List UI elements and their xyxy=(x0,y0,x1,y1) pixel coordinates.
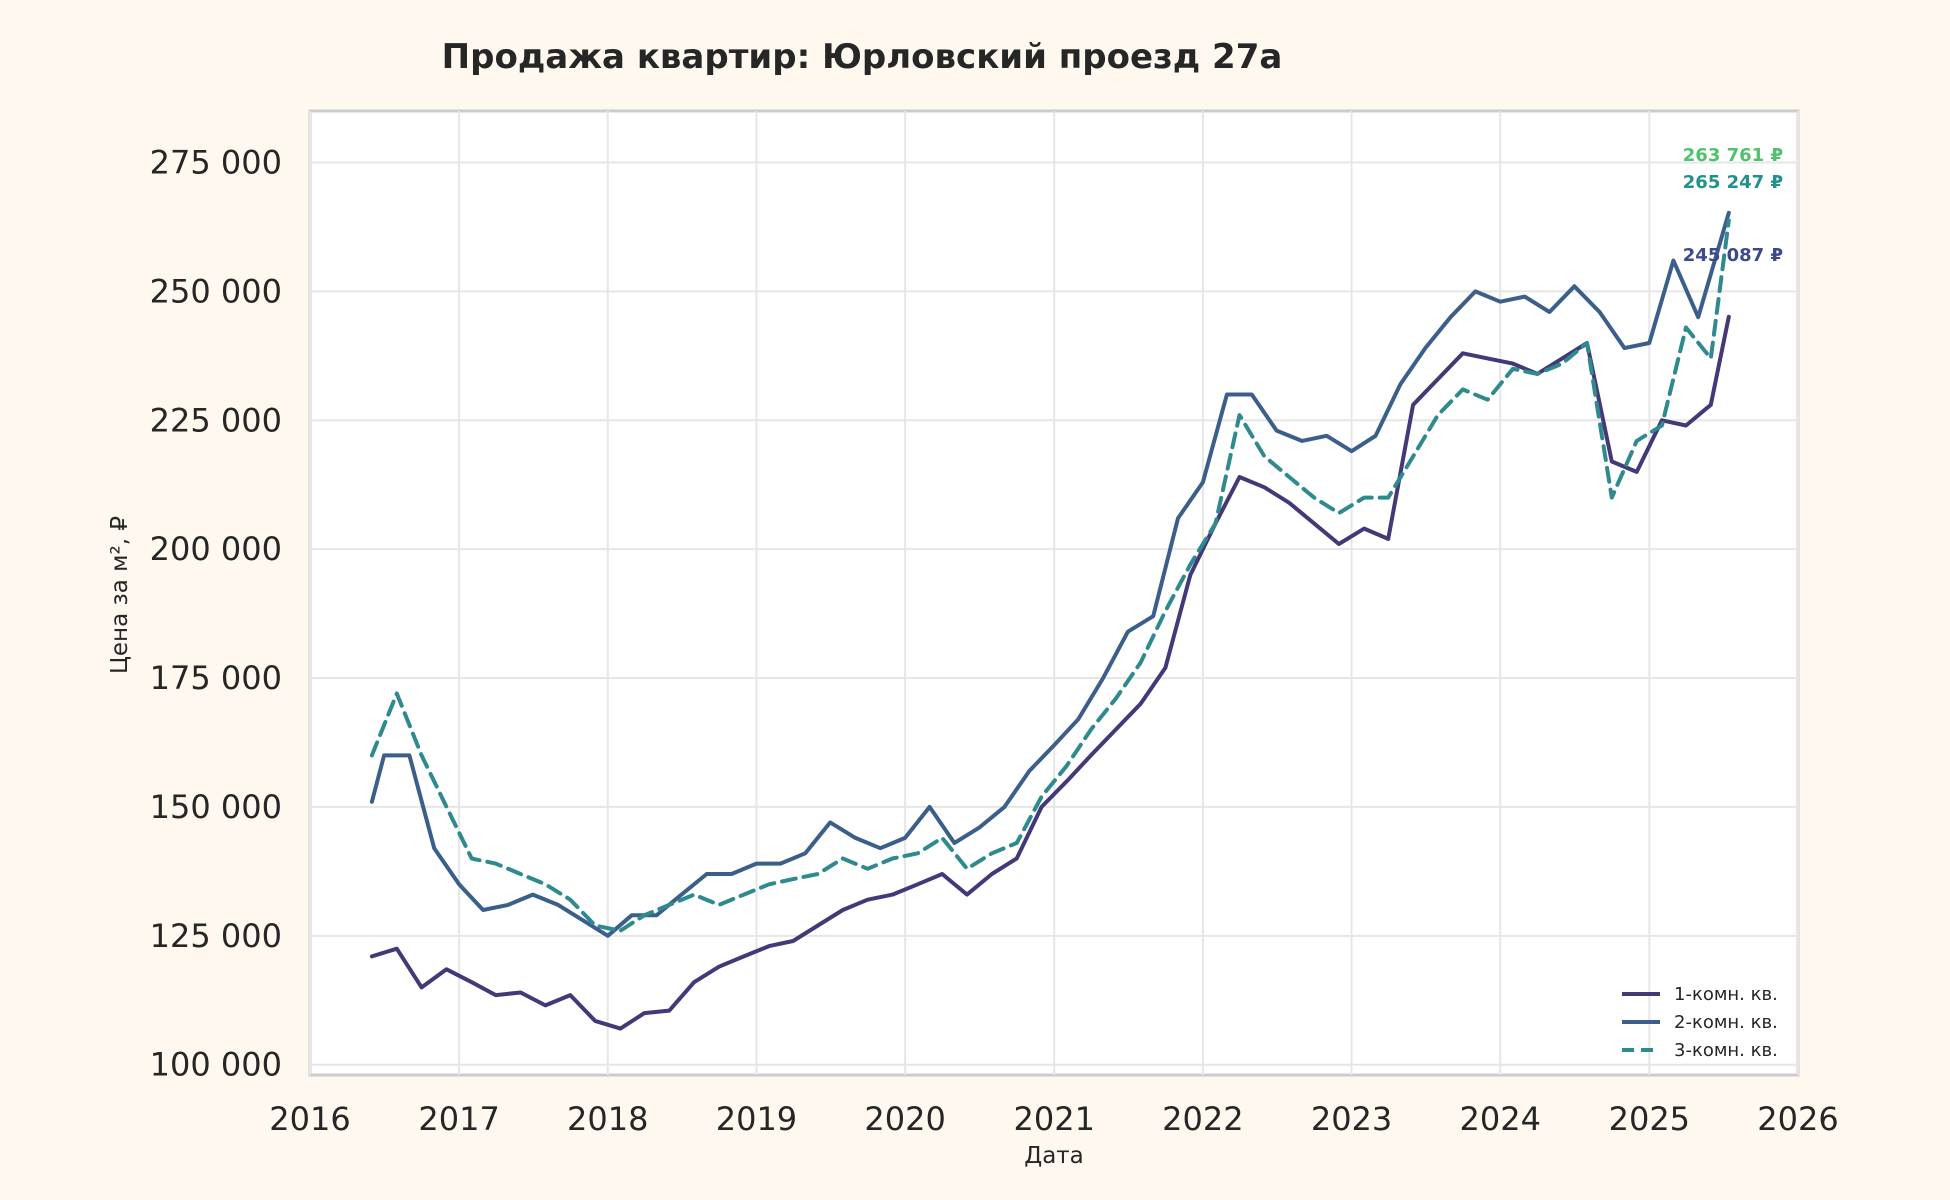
x-tick-label: 2026 xyxy=(1757,1100,1838,1138)
x-tick-label: 2019 xyxy=(716,1100,797,1138)
legend: 1-комн. кв. 2-комн. кв. 3-комн. кв. xyxy=(1622,984,1778,1061)
series-end-label: 263 761 ₽ xyxy=(1683,145,1783,166)
y-axis-ticks: 100 000 125 000 150 000 175 000 200 000 225 0… xyxy=(150,144,282,1084)
series-layer xyxy=(369,210,1731,1031)
x-axis-label: Дата xyxy=(1024,1143,1084,1169)
x-tick-label: 2018 xyxy=(567,1100,648,1138)
y-tick-label: 150 000 xyxy=(150,788,282,826)
x-tick-label: 2021 xyxy=(1013,1100,1094,1138)
series-line-1 xyxy=(369,314,1731,1031)
y-tick-label: 250 000 xyxy=(150,272,282,310)
end-labels: 263 761 ₽ 265 247 ₽ 245 087 ₽ xyxy=(1683,145,1783,266)
y-tick-label: 125 000 xyxy=(150,917,282,955)
x-tick-label: 2022 xyxy=(1162,1100,1243,1138)
chart-title: Продажа квартир: Юрловский проезд 27а xyxy=(442,37,1283,77)
x-axis-ticks: 2016 2017 2018 2019 2020 2021 2022 2023 2024 2025… xyxy=(269,1100,1838,1138)
series-end-label: 265 247 ₽ xyxy=(1683,172,1783,193)
y-tick-label: 225 000 xyxy=(150,401,282,439)
x-tick-label: 2024 xyxy=(1460,1100,1541,1138)
x-tick-label: 2025 xyxy=(1609,1100,1690,1138)
legend-label: 2-комн. кв. xyxy=(1674,1012,1778,1033)
x-tick-label: 2017 xyxy=(418,1100,499,1138)
y-axis-label: Цена за м², ₽ xyxy=(107,516,133,674)
y-tick-label: 200 000 xyxy=(150,530,282,568)
series-line-2 xyxy=(369,210,1731,938)
y-tick-label: 275 000 xyxy=(150,144,282,182)
legend-label: 3-комн. кв. xyxy=(1674,1040,1778,1061)
y-tick-label: 100 000 xyxy=(150,1046,282,1084)
series-line-3 xyxy=(369,218,1731,933)
legend-label: 1-комн. кв. xyxy=(1674,984,1778,1005)
y-tick-label: 175 000 xyxy=(150,659,282,697)
grid-lines xyxy=(309,111,1799,1075)
x-tick-label: 2020 xyxy=(864,1100,945,1138)
series-end-label: 245 087 ₽ xyxy=(1683,245,1783,266)
x-tick-label: 2023 xyxy=(1311,1100,1392,1138)
x-tick-label: 2016 xyxy=(269,1100,350,1138)
